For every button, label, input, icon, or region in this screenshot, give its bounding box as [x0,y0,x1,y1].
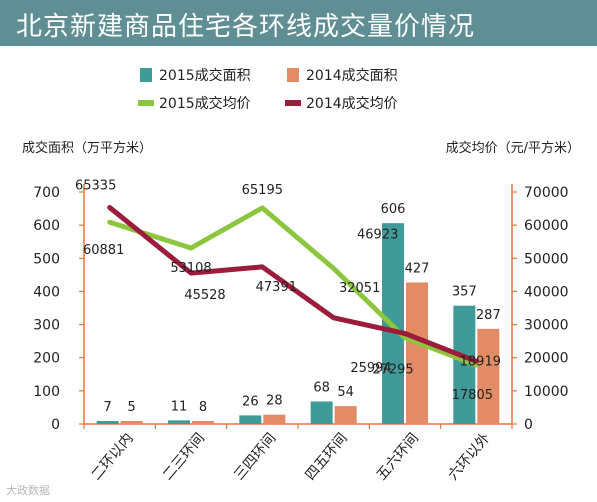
bar-label: 7 [104,400,112,415]
y-left-tick-label: 100 [33,384,60,400]
x-tick-label: 二三环间 [160,430,208,483]
legend-swatch [287,68,299,82]
series-line [107,205,479,364]
chart-title: 北京新建商品住宅各环线成交量价情况 [16,12,476,42]
line-labels: 60881 53108 65195 46923 25994 17805 65335 45528… [75,178,501,403]
title-bar: 北京新建商品住宅各环线成交量价情况 [0,0,597,46]
bar-labels: 7 11 26 68 606 357 5 8 28 54 427 287 [104,202,501,415]
bar-label: 11 [171,399,188,414]
y-left-tick-label: 0 [51,417,60,433]
y-right-tick-label: 0 [524,417,533,433]
line-label: 45528 [184,288,225,303]
line-label: 46923 [357,227,398,242]
y-right-tick-label: 70000 [524,185,569,201]
y-right-tick-label: 10000 [524,384,569,400]
line-label: 65195 [242,183,283,198]
line-label: 60881 [83,243,124,258]
line-label: 27295 [372,363,413,378]
legend: 2015成交面积 2014成交面积 2015成交均价 2014成交均价 [138,67,398,112]
bar [120,421,143,424]
x-tick-label: 五六环间 [374,430,422,483]
y-axis-right-label: 成交均价（元/平方米） [446,140,580,156]
y-right-tick-label: 50000 [524,251,569,267]
legend-label: 2015成交均价 [159,95,251,112]
bar [192,421,214,424]
y-left-tick-label: 200 [33,351,60,367]
bar-label: 28 [266,394,283,409]
bar-label: 287 [476,308,501,323]
x-tick-label: 三四环间 [231,430,279,483]
y-left-tick-label: 600 [33,218,60,234]
x-tick-label: 六环以外 [445,430,493,483]
lines [107,205,479,368]
x-labels: 二环以内 二三环间 三四环间 四五环间 五六环间 六环以外 [88,430,493,483]
chart: 2015成交面积 2014成交面积 2015成交均价 2014成交均价 成交面积（万平… [22,67,580,483]
bar-label: 357 [452,285,477,300]
legend-label: 2015成交面积 [159,67,251,84]
legend-swatch [285,100,301,106]
bar [168,420,190,424]
bar [263,414,286,424]
line-label: 17805 [452,388,493,403]
line-label: 25994 [350,361,391,376]
bar [310,401,333,424]
bar-label: 68 [313,380,330,395]
watermark: 大政数据 [6,484,50,497]
bar [96,421,119,424]
bar [406,282,428,424]
bar-label: 606 [381,202,406,217]
legend-label: 2014成交面积 [306,67,398,84]
bar [453,305,476,424]
bar-label: 54 [337,385,354,400]
y-axis-left-label: 成交面积（万平方米） [22,140,152,156]
line-label: 65335 [75,178,116,193]
x-tick-label: 四五环间 [302,430,350,483]
bar [239,415,262,424]
legend-swatch [138,100,154,106]
bar-label: 5 [128,400,136,415]
series-line [107,205,479,368]
y-left-tick-label: 400 [33,284,60,300]
y-right-tick-label: 30000 [524,318,569,334]
y-right-tick-label: 60000 [524,218,569,234]
bars [96,223,500,424]
y-right-tick-label: 40000 [524,284,569,300]
legend-swatch [140,68,152,82]
legend-label: 2014成交均价 [306,95,398,112]
y-left-tick-label: 300 [33,318,60,334]
axes: 0 100 200 300 400 500 600 700 0 10000 20000 30000 40… [33,184,569,433]
y-left-tick-label: 700 [33,185,60,201]
line-label: 32051 [339,281,380,296]
x-tick-label: 二环以内 [88,430,136,483]
bar-label: 8 [199,400,207,415]
line-label: 47391 [256,280,297,295]
bar-label: 26 [242,394,259,409]
line-label: 53108 [170,261,211,276]
line-label: 18919 [460,354,501,369]
bar [334,406,357,424]
bar-label: 427 [405,261,430,276]
y-left-tick-label: 500 [33,251,60,267]
y-right-tick-label: 20000 [524,351,569,367]
bar [477,328,500,424]
